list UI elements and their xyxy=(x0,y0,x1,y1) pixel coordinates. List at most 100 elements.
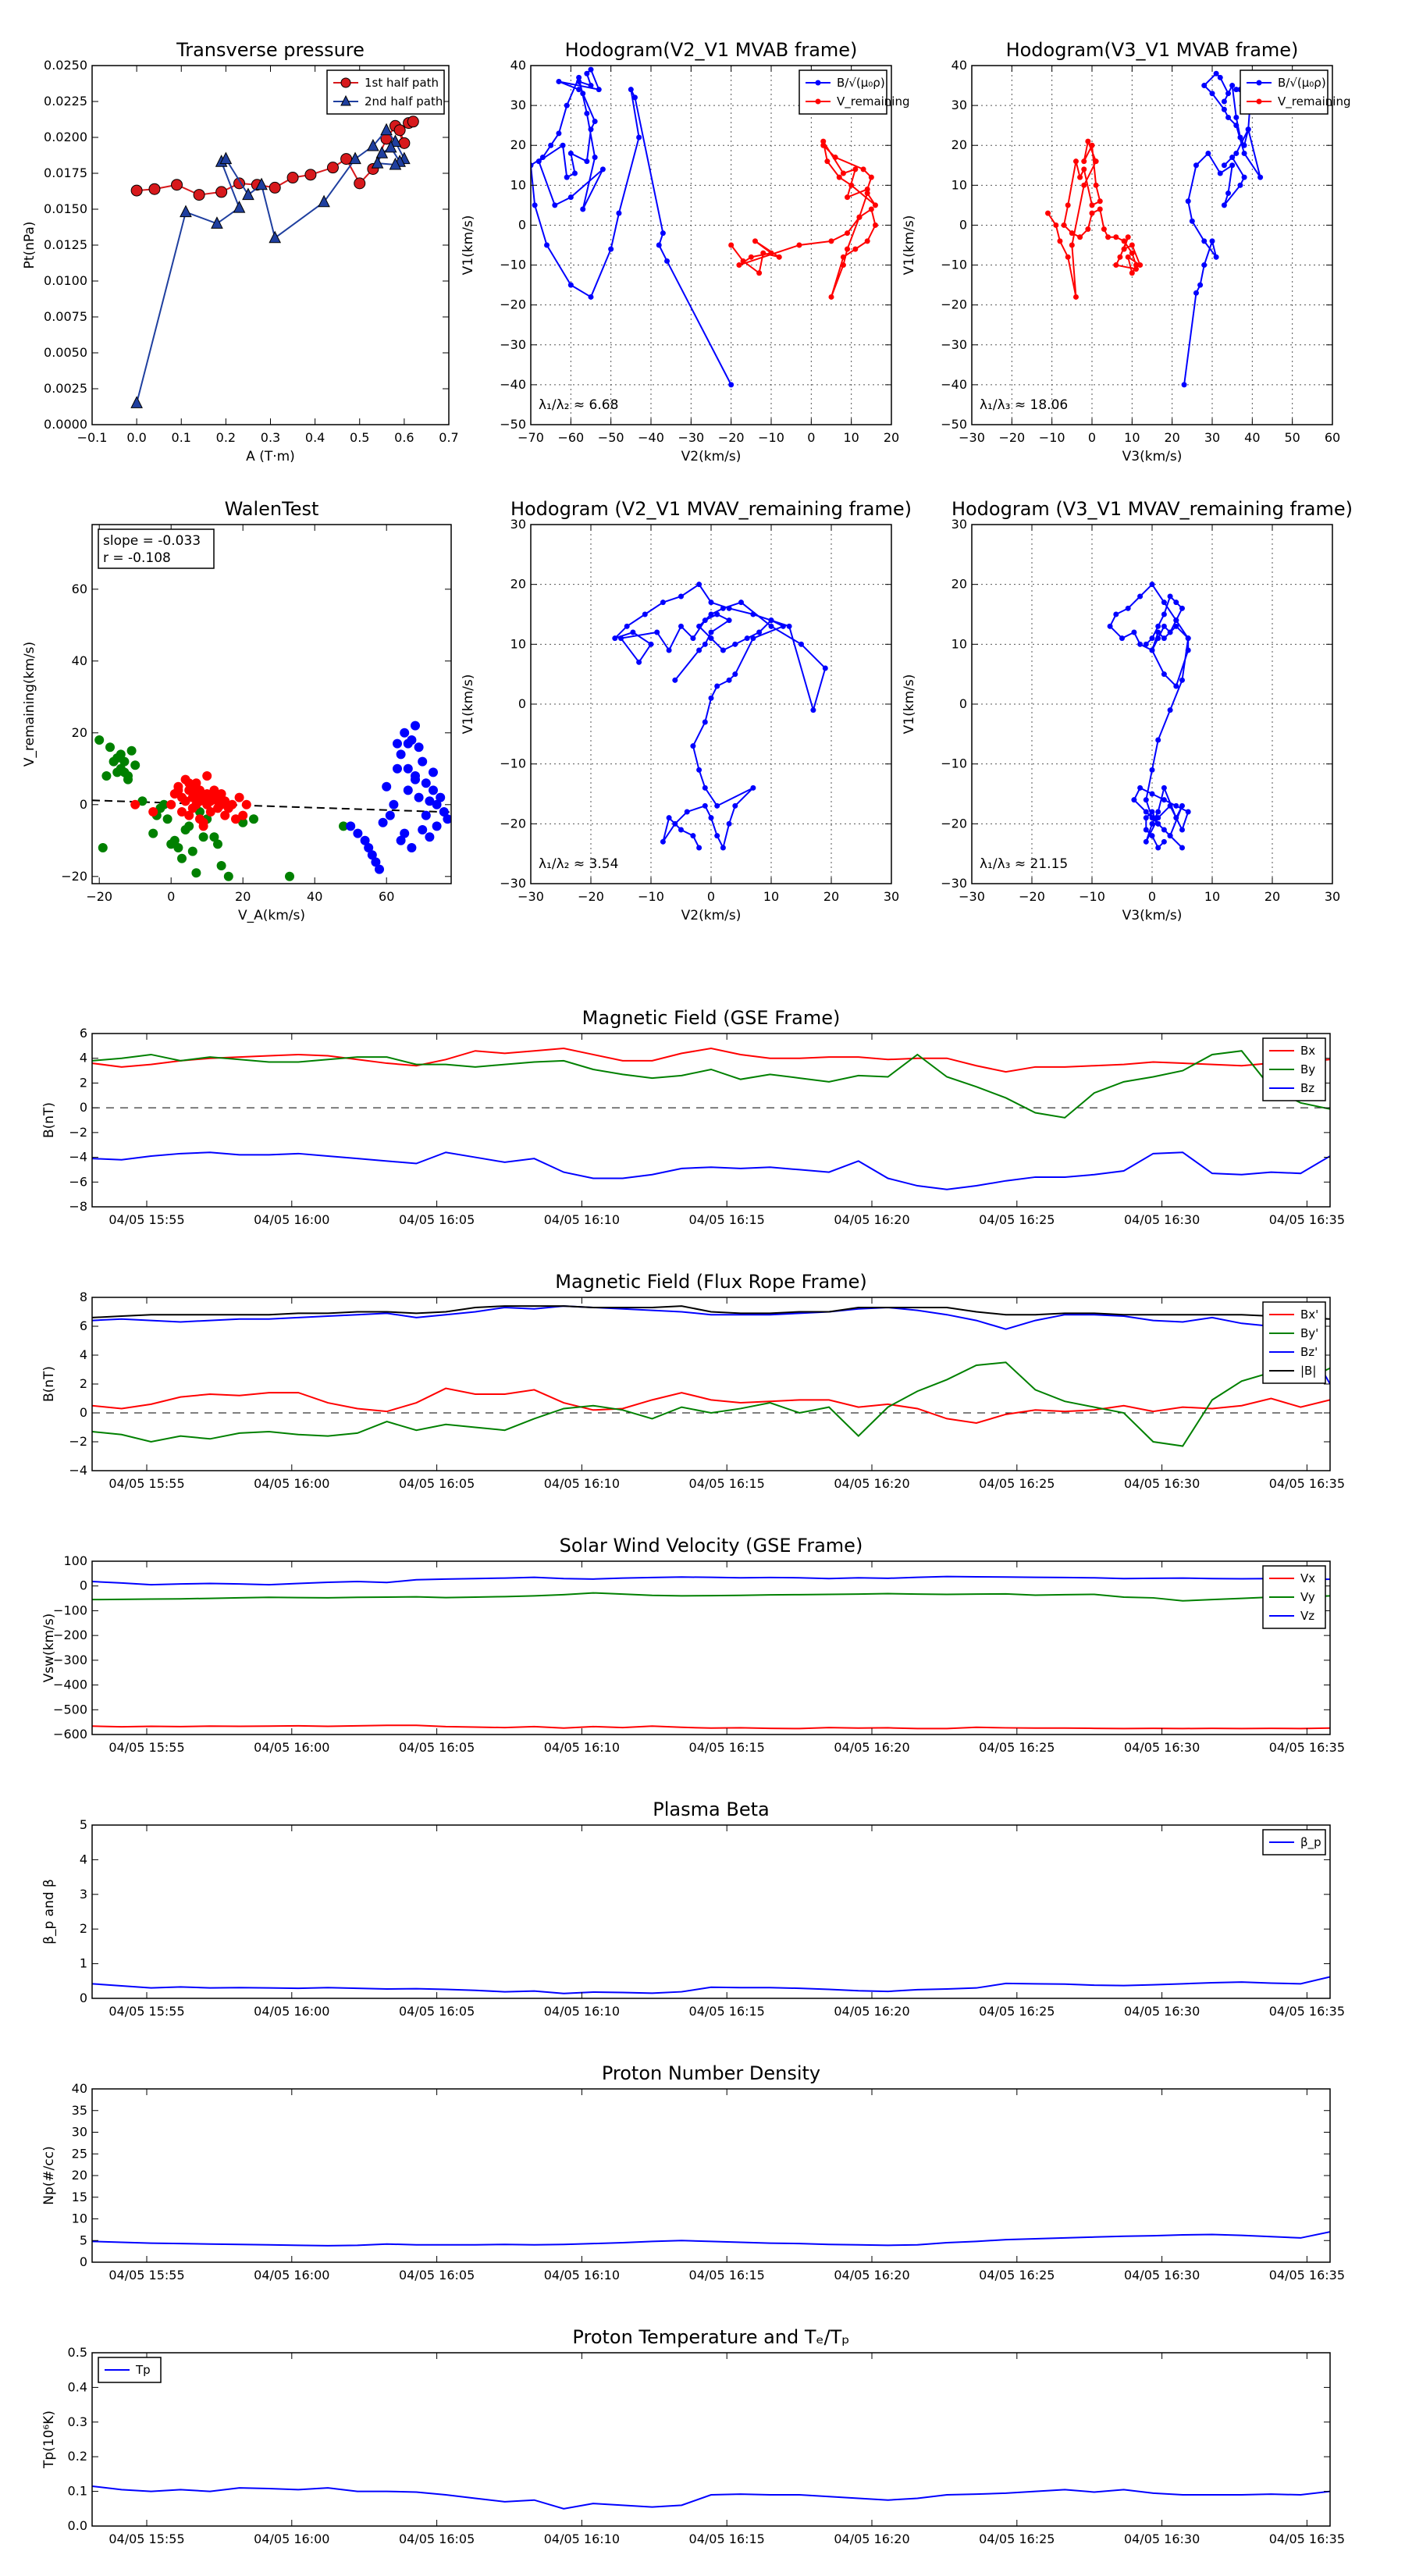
data-point xyxy=(94,735,105,745)
x-tick-label: 20 xyxy=(823,889,839,904)
data-point xyxy=(660,230,666,237)
data-point xyxy=(702,785,708,791)
data-point xyxy=(177,853,187,863)
y-tick-label: 25 xyxy=(72,2146,87,2161)
x-tick-label: 20 xyxy=(884,430,899,445)
data-point xyxy=(1167,593,1173,600)
data-point xyxy=(1149,791,1155,797)
x-tick-label: 04/05 16:20 xyxy=(834,1476,909,1491)
data-point xyxy=(285,871,294,881)
data-point xyxy=(1181,382,1187,388)
y-tick-label: −8 xyxy=(69,1199,87,1214)
data-point xyxy=(242,187,254,201)
data-point xyxy=(702,617,708,624)
data-point xyxy=(1143,827,1149,833)
data-point xyxy=(776,254,782,260)
data-point xyxy=(756,270,763,276)
x-tick-label: 60 xyxy=(379,889,394,904)
data-point xyxy=(678,593,684,600)
y-axis-label: V1(km/s) xyxy=(902,215,917,276)
data-point xyxy=(708,815,714,821)
data-point xyxy=(1061,222,1067,228)
x-tick-label: 04/05 16:20 xyxy=(834,2268,909,2282)
series-line-Bx xyxy=(92,1048,1330,1073)
data-point xyxy=(720,647,726,653)
y-tick-label: 0.1 xyxy=(68,2484,87,2499)
y-tick-label: 0.0000 xyxy=(44,417,87,432)
data-point xyxy=(166,799,176,809)
y-tick-label: 40 xyxy=(510,58,526,73)
data-point xyxy=(1081,166,1087,173)
data-point xyxy=(864,190,870,197)
data-point xyxy=(1237,134,1243,141)
data-point xyxy=(612,635,618,642)
data-point xyxy=(748,254,754,260)
data-point xyxy=(389,799,399,809)
data-point xyxy=(198,832,208,842)
data-point xyxy=(571,170,578,176)
y-axis-label: V1(km/s) xyxy=(902,674,917,735)
y-tick-label: 0 xyxy=(518,217,526,232)
data-point xyxy=(255,177,268,190)
x-tick-label: 04/05 16:20 xyxy=(834,1740,909,1755)
y-tick-label: 10 xyxy=(951,177,967,192)
data-point xyxy=(760,250,767,256)
data-point xyxy=(1167,707,1173,713)
y-tick-label: 1 xyxy=(80,1956,87,1971)
data-point xyxy=(371,857,381,867)
y-tick-label: −30 xyxy=(941,337,967,352)
data-point xyxy=(588,83,594,89)
y-tick-label: −20 xyxy=(500,816,526,831)
data-point xyxy=(864,186,870,192)
chart-title: WalenTest xyxy=(225,498,319,520)
y-tick-label: 35 xyxy=(72,2103,87,2118)
data-point xyxy=(105,742,115,753)
data-point xyxy=(205,807,215,817)
data-point xyxy=(318,194,330,208)
y-tick-label: −2 xyxy=(69,1434,87,1449)
data-point xyxy=(1143,641,1149,647)
y-tick-label: −500 xyxy=(53,1702,87,1717)
data-point xyxy=(714,683,720,689)
x-tick-label: −20 xyxy=(718,430,745,445)
y-tick-label: 2 xyxy=(80,1376,87,1391)
data-point xyxy=(845,194,851,201)
data-point xyxy=(786,623,792,629)
data-point xyxy=(678,623,684,629)
annotation-line: slope = -0.033 xyxy=(103,533,201,549)
data-point xyxy=(618,635,624,642)
data-point xyxy=(584,70,590,76)
y-tick-label: 0.0100 xyxy=(44,273,87,288)
data-point xyxy=(740,258,746,264)
data-point xyxy=(1229,162,1236,169)
data-point xyxy=(396,749,406,760)
data-point xyxy=(148,828,158,838)
data-point xyxy=(708,695,714,701)
data-point xyxy=(1225,190,1232,197)
data-point xyxy=(1133,262,1139,269)
data-point xyxy=(249,814,258,824)
x-tick-label: 04/05 16:10 xyxy=(544,1740,620,1755)
y-tick-label: 0.3 xyxy=(68,2414,87,2429)
x-tick-label: 0 xyxy=(707,889,715,904)
data-point xyxy=(1131,797,1137,803)
data-point xyxy=(211,216,223,229)
x-tick-label: 04/05 16:15 xyxy=(689,2532,765,2546)
y-tick-label: −50 xyxy=(500,417,526,432)
plot-area xyxy=(94,720,451,881)
x-tick-label: 0.2 xyxy=(216,430,236,445)
y-axis-label: V_remaining(km/s) xyxy=(22,642,37,767)
data-point xyxy=(393,763,402,774)
chart-title: Solar Wind Velocity (GSE Frame) xyxy=(560,1535,863,1557)
y-tick-label: 0 xyxy=(959,696,967,711)
x-tick-label: 04/05 16:05 xyxy=(399,1740,475,1755)
x-tick-label: 04/05 16:25 xyxy=(979,1740,1055,1755)
data-point xyxy=(1217,74,1223,80)
data-point xyxy=(385,810,395,820)
data-point xyxy=(750,785,756,791)
data-point xyxy=(1209,91,1215,97)
data-point xyxy=(1179,802,1185,809)
x-tick-label: 04/05 16:35 xyxy=(1269,2532,1345,2546)
x-tick-label: −30 xyxy=(959,889,985,904)
y-tick-label: −400 xyxy=(53,1678,87,1692)
